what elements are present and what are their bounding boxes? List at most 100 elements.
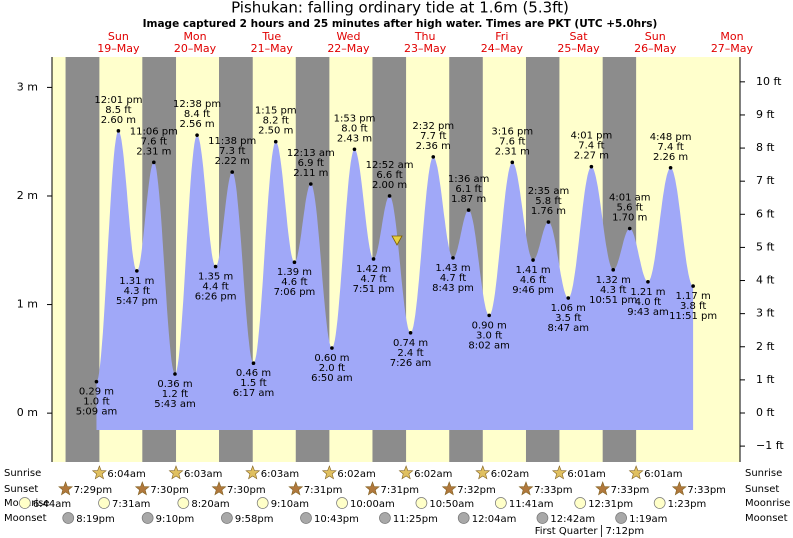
tide-label: 8.5 ft bbox=[105, 105, 131, 116]
y-tick-label: 0 m bbox=[17, 406, 38, 419]
date-label: 25–May bbox=[557, 42, 600, 55]
sunset-time: 7:30pm bbox=[150, 485, 189, 496]
tide-point bbox=[273, 139, 278, 144]
night-band bbox=[65, 57, 100, 462]
moonrise-time: 9:10am bbox=[271, 499, 309, 510]
tide-label: 2.56 m bbox=[179, 119, 214, 130]
tide-point bbox=[152, 160, 156, 165]
sun-icon bbox=[364, 481, 380, 496]
sunrise-time: 6:03am bbox=[261, 469, 299, 480]
tide-label: 8:47 am bbox=[548, 323, 590, 334]
sun-icon bbox=[245, 465, 261, 480]
row-label: Moonrise bbox=[745, 498, 790, 509]
moon-icon bbox=[415, 497, 428, 509]
row-label: Moonset bbox=[745, 513, 788, 524]
tide-label: 2:32 pm bbox=[412, 121, 454, 132]
tide-label: 2.27 m bbox=[574, 151, 609, 162]
tide-label: 7.4 ft bbox=[578, 141, 604, 152]
tide-label: 1.70 m bbox=[612, 213, 647, 224]
tide-point bbox=[330, 346, 334, 350]
moonset-time: 11:25pm bbox=[393, 514, 438, 525]
y2-tick-label: 8 ft bbox=[756, 141, 775, 154]
date-label: 27–May bbox=[711, 42, 754, 55]
tide-label: 12:38 pm bbox=[173, 99, 221, 110]
sun-icon bbox=[168, 465, 184, 480]
sunset-time: 7:33pm bbox=[687, 485, 726, 496]
tide-point bbox=[611, 268, 616, 272]
date-label: 19–May bbox=[97, 42, 140, 55]
tide-label: 0.36 m bbox=[157, 379, 192, 390]
tide-label: 2.4 ft bbox=[397, 348, 423, 359]
sunset-time: 7:32pm bbox=[457, 485, 496, 496]
y2-tick-label: 4 ft bbox=[756, 274, 775, 287]
moon-icon bbox=[98, 497, 110, 509]
sun-icon bbox=[518, 481, 534, 496]
tide-label: 7.4 ft bbox=[657, 142, 683, 153]
tide-label: 8.4 ft bbox=[184, 109, 210, 120]
moon-icon bbox=[494, 497, 507, 509]
chart-subtitle: Image captured 2 hours and 25 minutes af… bbox=[143, 18, 658, 30]
tide-label: 1.35 m bbox=[198, 272, 233, 283]
tide-label: 6.6 ft bbox=[376, 170, 402, 181]
tide-label: 3.0 ft bbox=[476, 330, 502, 341]
tide-label: 7.3 ft bbox=[219, 146, 245, 157]
tide-label: 3.5 ft bbox=[555, 313, 581, 324]
tide-point bbox=[292, 260, 297, 265]
tide-label: 1.41 m bbox=[515, 265, 550, 276]
sunset-time: 7:31pm bbox=[304, 485, 343, 496]
moonrise-time: 10:50am bbox=[429, 499, 474, 510]
row-label: Sunset bbox=[745, 484, 779, 495]
y2-tick-label: 3 ft bbox=[756, 307, 775, 320]
tide-label: 6:17 am bbox=[233, 388, 275, 399]
tide-label: 12:52 am bbox=[366, 160, 414, 171]
tide-label: 0.60 m bbox=[314, 353, 349, 364]
tide-label: 4:48 pm bbox=[650, 132, 692, 143]
chart-title: Pishukan: falling ordinary tide at 1.6m … bbox=[231, 0, 569, 17]
tide-label: 7:26 am bbox=[390, 358, 432, 369]
tide-label: 4.4 ft bbox=[202, 282, 228, 293]
tide-label: 1:15 pm bbox=[255, 106, 297, 117]
date-label: 23–May bbox=[404, 42, 447, 55]
moon-icon bbox=[653, 497, 666, 509]
moonrise-time: 11:41am bbox=[509, 499, 554, 510]
sunrise-time: 6:02am bbox=[414, 469, 452, 480]
tide-point bbox=[387, 194, 392, 198]
y2-tick-label: 10 ft bbox=[756, 75, 782, 88]
date-label: 20–May bbox=[174, 42, 217, 55]
tide-label: 9:46 pm bbox=[512, 285, 554, 296]
tide-label: 2.11 m bbox=[293, 168, 328, 179]
sunset-time: 7:33pm bbox=[611, 485, 650, 496]
tide-point bbox=[94, 379, 99, 384]
tide-label: 1:36 am bbox=[448, 174, 490, 185]
sunrise-time: 6:01am bbox=[567, 469, 605, 480]
tide-label: 12:13 am bbox=[287, 148, 335, 159]
moon-icon bbox=[379, 512, 391, 524]
moon-icon bbox=[615, 512, 627, 524]
tide-label: 1.17 m bbox=[676, 291, 711, 302]
moon-icon bbox=[457, 512, 470, 524]
tide-label: 1.0 ft bbox=[83, 397, 109, 408]
moonrise-time: 12:31pm bbox=[588, 499, 633, 510]
y-tick-label: 3 m bbox=[17, 80, 38, 93]
tide-point bbox=[173, 372, 177, 376]
tide-label: 4.6 ft bbox=[281, 277, 307, 288]
sun-icon bbox=[211, 481, 227, 496]
y2-tick-label: −1 ft bbox=[756, 439, 784, 452]
moonset-time: 1:19am bbox=[629, 514, 667, 525]
tide-point bbox=[408, 330, 413, 335]
tide-label: 1:53 pm bbox=[334, 113, 376, 124]
tide-point bbox=[589, 164, 594, 169]
sunset-time: 7:30pm bbox=[227, 485, 266, 496]
tide-point bbox=[308, 182, 313, 186]
tide-label: 6:50 am bbox=[311, 373, 353, 384]
tide-point bbox=[371, 257, 376, 261]
tide-point bbox=[451, 256, 455, 260]
sunrise-time: 6:03am bbox=[184, 469, 222, 480]
tide-label: 4.3 ft bbox=[124, 286, 150, 297]
sunrise-time: 6:01am bbox=[644, 469, 682, 480]
sun-icon bbox=[595, 481, 611, 496]
tide-label: 1.39 m bbox=[277, 267, 312, 278]
tide-label: 0.29 m bbox=[79, 387, 114, 398]
tide-label: 6:26 pm bbox=[195, 292, 237, 303]
y2-tick-label: 5 ft bbox=[756, 240, 775, 253]
